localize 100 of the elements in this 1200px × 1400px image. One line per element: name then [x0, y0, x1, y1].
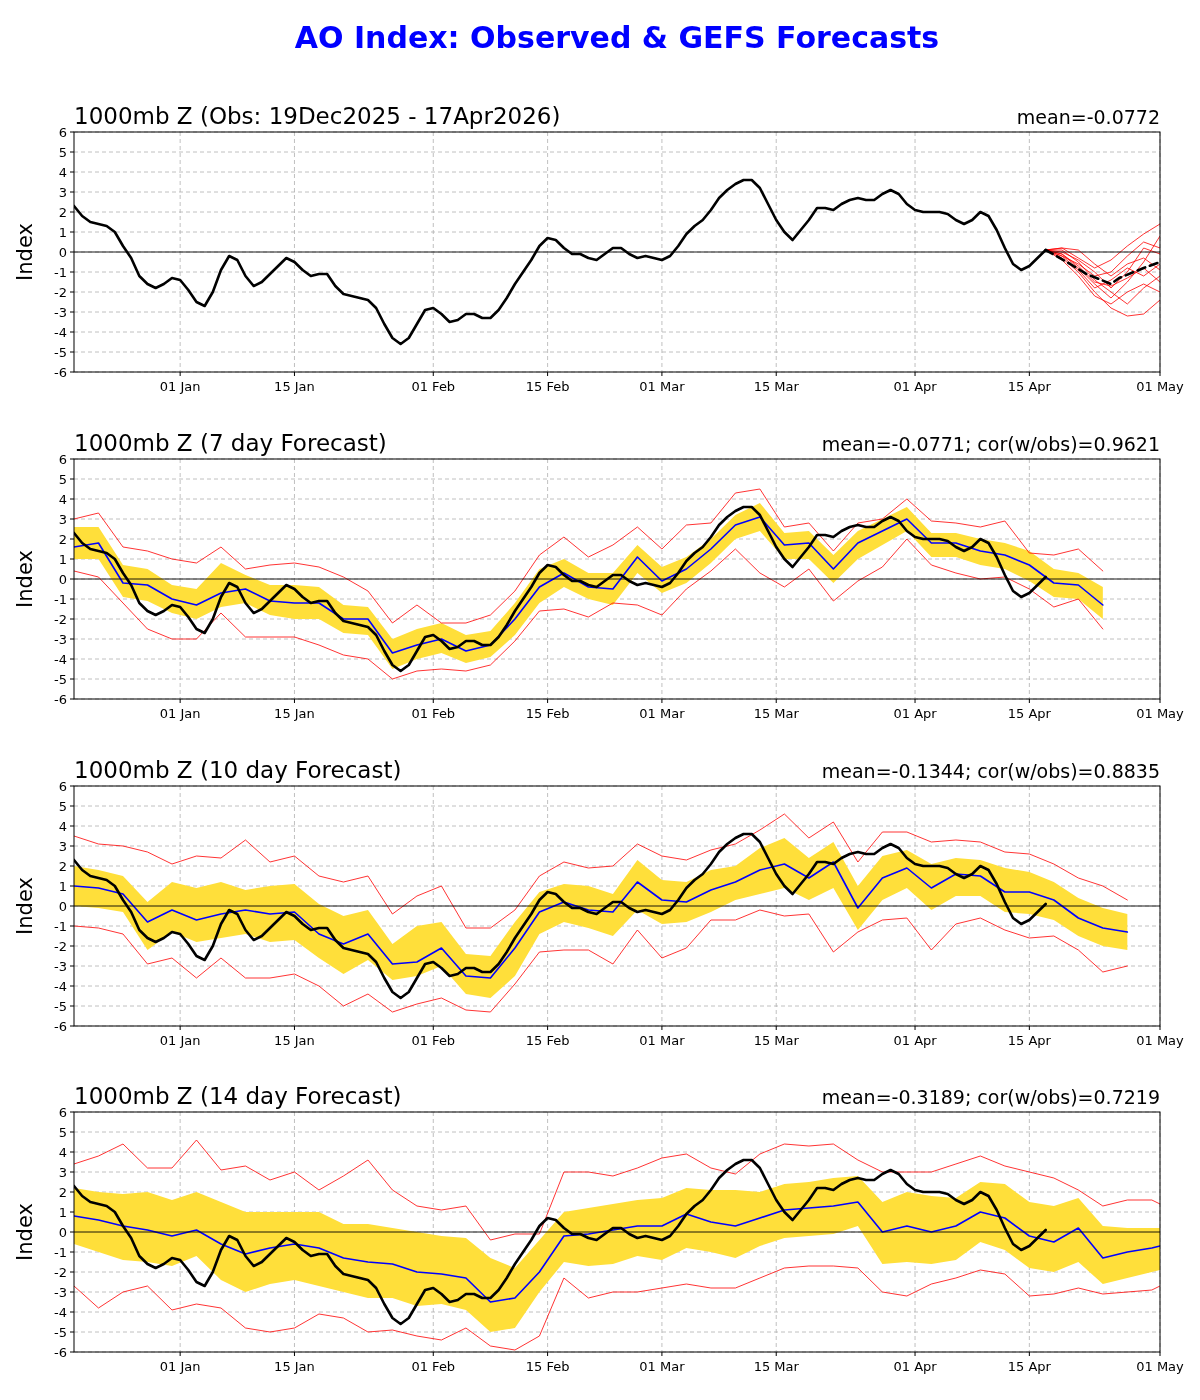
y-tick-label: 2 [58, 858, 67, 874]
y-tick-label: 3 [58, 511, 67, 527]
x-tick-label: 01 Jan [159, 706, 201, 721]
y-tick-label: 6 [58, 1104, 67, 1120]
x-tick-label: 15 Mar [753, 1359, 800, 1374]
x-tick-label: 15 Mar [753, 379, 800, 394]
x-tick-label: 01 Mar [639, 1033, 686, 1048]
y-tick-label: 3 [58, 184, 67, 200]
y-tick-label: 6 [58, 451, 67, 467]
x-tick-label: 01 Apr [893, 1033, 938, 1048]
y-tick-label: -4 [54, 324, 67, 340]
y-tick-label: 1 [58, 878, 67, 894]
y-tick-label: 1 [58, 1204, 67, 1220]
x-tick-label: 01 May [1136, 379, 1185, 394]
y-tick-label: 1 [58, 224, 67, 240]
y-tick-label: -4 [54, 1304, 67, 1320]
x-tick-label: 01 Apr [893, 706, 938, 721]
y-axis-title: Index [13, 550, 37, 608]
x-tick-label: 15 Jan [274, 1359, 315, 1374]
y-tick-label: -6 [54, 364, 67, 380]
x-tick-label: 15 Mar [753, 1033, 800, 1048]
y-tick-label: 3 [58, 838, 67, 854]
y-tick-label: 4 [58, 818, 67, 834]
y-tick-label: 4 [58, 164, 67, 180]
y-tick-label: -3 [54, 631, 67, 647]
y-tick-label: 2 [58, 1184, 67, 1200]
x-tick-label: 01 Jan [159, 1359, 201, 1374]
x-tick-label: 15 Apr [1007, 1359, 1052, 1374]
y-tick-label: -1 [54, 591, 67, 607]
text: mean=-0.3189; cor(w/obs)=0.7219 [821, 1086, 1160, 1108]
text: mean=-0.1344; cor(w/obs)=0.8835 [821, 760, 1160, 782]
y-tick-label: 5 [58, 1124, 67, 1140]
x-tick-label: 15 Apr [1007, 1033, 1052, 1048]
y-tick-label: 2 [58, 204, 67, 220]
y-tick-label: 5 [58, 471, 67, 487]
x-tick-label: 01 Mar [639, 379, 686, 394]
x-tick-label: 01 May [1136, 706, 1185, 721]
chart-title: 1000mb Z (7 day Forecast) [74, 430, 387, 456]
x-tick-label: 01 Apr [893, 1359, 938, 1374]
y-tick-label: -1 [54, 264, 67, 280]
x-tick-label: 01 Mar [639, 1359, 686, 1374]
chart-title: 1000mb Z (14 day Forecast) [74, 1083, 402, 1109]
x-tick-label: 01 Feb [411, 1359, 456, 1374]
y-tick-label: -2 [54, 611, 67, 627]
x-tick-label: 01 Feb [411, 706, 456, 721]
y-tick-label: 4 [58, 1144, 67, 1160]
y-tick-label: -5 [54, 1324, 67, 1340]
chart-title: AO Index: Observed & GEFS Forecasts [294, 20, 940, 55]
y-tick-label: 3 [58, 1164, 67, 1180]
x-tick-label: 15 Mar [753, 706, 800, 721]
x-tick-label: 01 May [1136, 1359, 1185, 1374]
y-tick-label: -5 [54, 671, 67, 687]
y-axis-title: Index [13, 877, 37, 935]
y-tick-label: -3 [54, 304, 67, 320]
chart-subtitle: 1000mb Z (Obs: 19Dec2025 - 17Apr2026) [74, 103, 561, 129]
y-tick-label: -6 [54, 691, 67, 707]
y-tick-label: -1 [54, 918, 67, 934]
y-tick-label: -6 [54, 1344, 67, 1360]
y-tick-label: -1 [54, 1244, 67, 1260]
y-tick-label: 1 [58, 551, 67, 567]
y-tick-label: -3 [54, 958, 67, 974]
x-tick-label: 15 Feb [525, 706, 570, 721]
y-tick-label: -2 [54, 1264, 67, 1280]
y-axis-title: Index [13, 223, 37, 281]
x-tick-label: 15 Jan [274, 1033, 315, 1048]
chart-title: 1000mb Z (10 day Forecast) [74, 757, 402, 783]
x-tick-label: 15 Apr [1007, 379, 1052, 394]
x-tick-label: 15 Jan [274, 706, 315, 721]
y-tick-label: 5 [58, 798, 67, 814]
x-tick-label: 01 Apr [893, 379, 938, 394]
text: mean=-0.0772 [1016, 106, 1160, 128]
x-tick-label: 01 Jan [159, 379, 201, 394]
y-tick-label: -4 [54, 978, 67, 994]
x-tick-label: 01 May [1136, 1033, 1185, 1048]
y-tick-label: 0 [58, 571, 67, 587]
text: mean=-0.0771; cor(w/obs)=0.9621 [821, 433, 1160, 455]
x-tick-label: 15 Apr [1007, 706, 1052, 721]
y-tick-label: -4 [54, 651, 67, 667]
x-tick-label: 01 Mar [639, 706, 686, 721]
x-tick-label: 15 Feb [525, 1033, 570, 1048]
x-tick-label: 15 Jan [274, 379, 315, 394]
y-tick-label: 0 [58, 244, 67, 260]
y-tick-label: 5 [58, 144, 67, 160]
y-axis-title: Index [13, 1203, 37, 1261]
y-tick-label: -3 [54, 1284, 67, 1300]
y-tick-label: 2 [58, 531, 67, 547]
y-tick-label: -2 [54, 284, 67, 300]
x-tick-label: 15 Feb [525, 1359, 570, 1374]
x-tick-label: 15 Feb [525, 379, 570, 394]
x-tick-label: 01 Feb [411, 1033, 456, 1048]
y-tick-label: -5 [54, 998, 67, 1014]
y-tick-label: 4 [58, 491, 67, 507]
y-tick-label: -2 [54, 938, 67, 954]
y-tick-label: 0 [58, 898, 67, 914]
x-tick-label: 01 Jan [159, 1033, 201, 1048]
y-tick-label: 0 [58, 1224, 67, 1240]
x-tick-label: 01 Feb [411, 379, 456, 394]
y-tick-label: 6 [58, 778, 67, 794]
y-tick-label: -5 [54, 344, 67, 360]
y-tick-label: 6 [58, 124, 67, 140]
